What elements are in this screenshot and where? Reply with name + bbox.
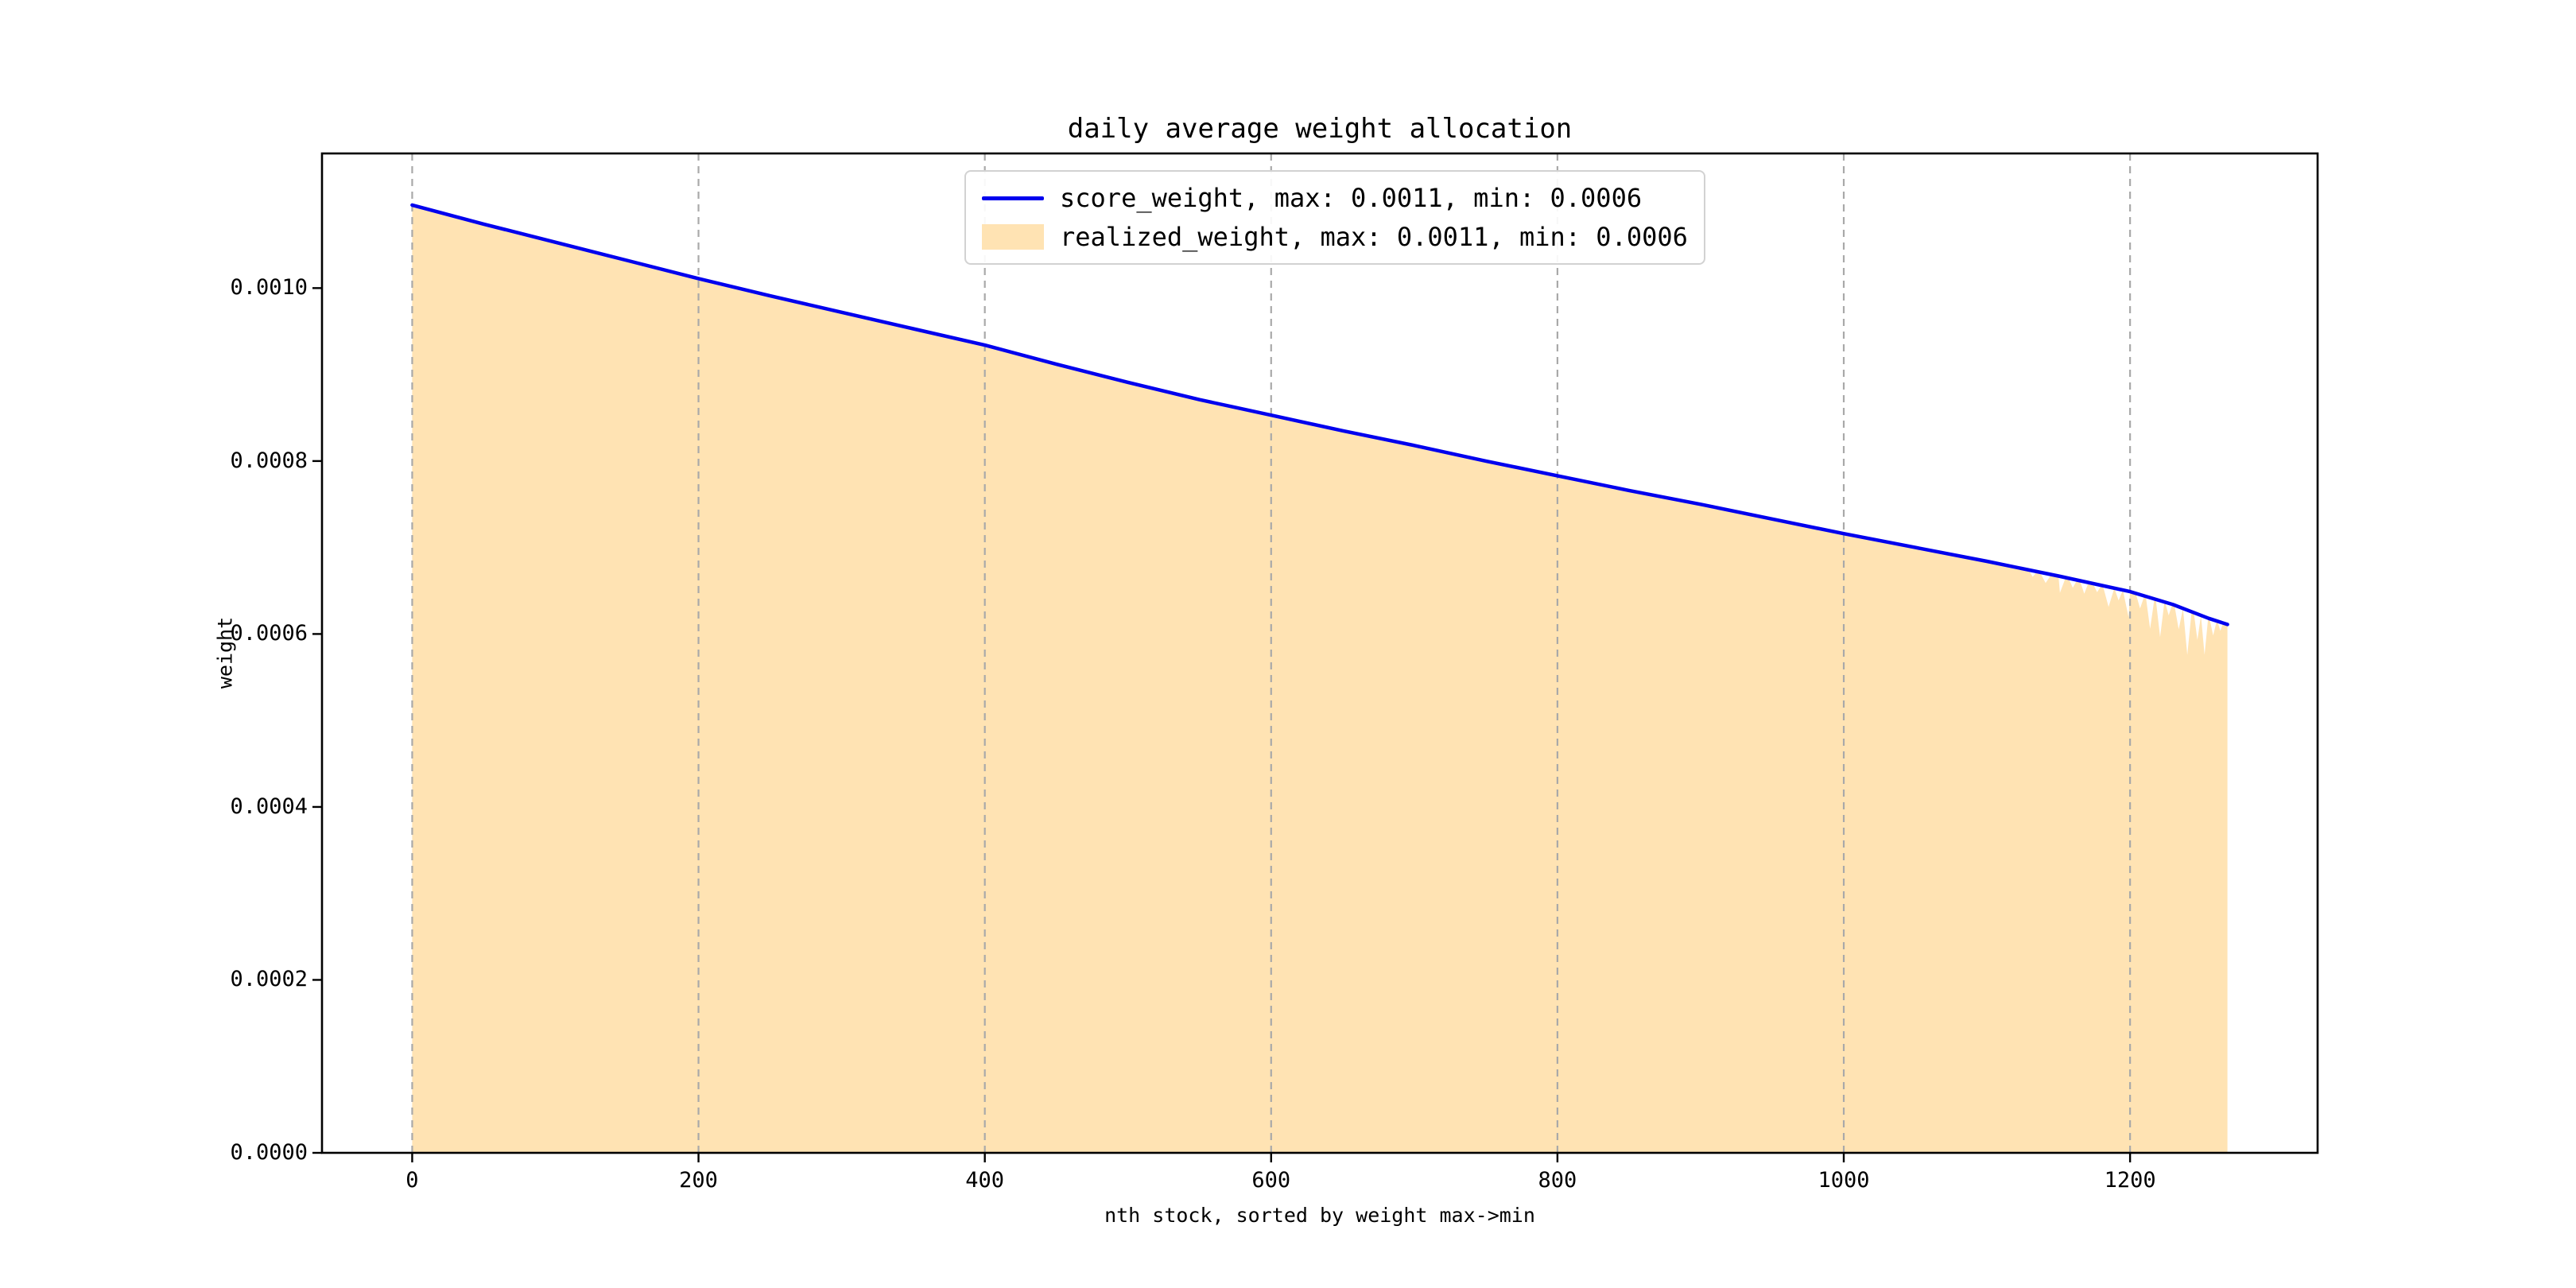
score-weight-line: [410, 203, 2229, 627]
x-tick-label: 400: [965, 1168, 1005, 1193]
legend-entry-realized-weight: realized_weight, max: 0.0011, min: 0.000…: [982, 221, 1688, 253]
y-tick-label: 0.0010: [230, 275, 308, 301]
legend-line-sample: [982, 196, 1044, 200]
y-tick-label: 0.0002: [230, 967, 308, 992]
y-tick-label: 0.0006: [230, 621, 308, 646]
x-tick-label: 1000: [1818, 1168, 1870, 1193]
legend-area-swatch: [982, 224, 1044, 250]
x-tick-label: 200: [679, 1168, 718, 1193]
realized-weight-area: [412, 204, 2228, 1153]
x-tick-label: 800: [1538, 1168, 1577, 1193]
legend-entry-score-weight: score_weight, max: 0.0011, min: 0.0006: [982, 182, 1688, 214]
axes-border: [320, 152, 2319, 1154]
chart-title: daily average weight allocation: [1067, 113, 1573, 145]
legend: score_weight, max: 0.0011, min: 0.0006 r…: [964, 170, 1705, 265]
y-tick-label: 0.0008: [230, 448, 308, 473]
x-tick-label: 600: [1251, 1168, 1291, 1193]
y-tick-label: 0.0004: [230, 793, 308, 819]
y-tick-label: 0.0000: [230, 1140, 308, 1165]
legend-entry-label: realized_weight, max: 0.0011, min: 0.000…: [1060, 222, 1688, 252]
x-tick-label: 1200: [2104, 1168, 2156, 1193]
x-axis-label: nth stock, sorted by weight max->min: [1104, 1204, 1535, 1227]
y-axis-label: weight: [213, 616, 237, 689]
x-tick-label: 0: [405, 1168, 419, 1193]
legend-entry-label: score_weight, max: 0.0011, min: 0.0006: [1060, 183, 1643, 213]
